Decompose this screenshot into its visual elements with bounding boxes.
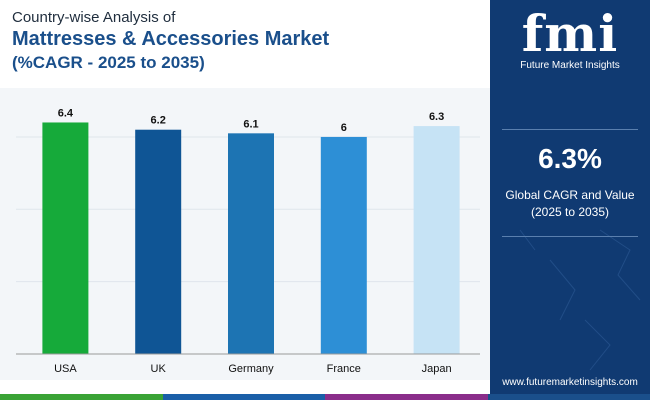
global-cagr-value: 6.3% bbox=[538, 143, 602, 174]
bar-germany bbox=[228, 133, 274, 354]
bar-usa bbox=[42, 122, 89, 355]
global-cagr-label: Global CAGR and Value (2025 to 2035) bbox=[490, 187, 650, 221]
value-label: 6.3 bbox=[429, 111, 444, 123]
sidebar: fmi Future Market Insights 6.3% Global C… bbox=[490, 0, 650, 394]
cagr-label-line1: Global CAGR and Value bbox=[505, 188, 635, 202]
strip-segment bbox=[162, 394, 325, 400]
chart-subtitle: (%CAGR - 2025 to 2035) bbox=[12, 53, 205, 72]
value-label: 6 bbox=[341, 122, 347, 134]
value-label: 6.2 bbox=[151, 115, 166, 127]
strip-segment bbox=[487, 394, 650, 400]
bar-chart: 6.4 USA 6.2 UK 6.1 Germany 6 France 6.3 Japan bbox=[16, 107, 480, 375]
bottom-color-strip bbox=[0, 394, 650, 400]
category-label: Japan bbox=[422, 363, 452, 375]
category-label: France bbox=[327, 363, 361, 375]
bar-japan bbox=[413, 126, 460, 355]
logo-text: Future Market Insights bbox=[520, 60, 620, 71]
chart-panel: Country-wise Analysis of Mattresses & Ac… bbox=[0, 9, 490, 380]
category-label: UK bbox=[151, 363, 167, 375]
strip-segment bbox=[325, 394, 488, 400]
fmi-logo: fmi Future Market Insights bbox=[490, 4, 650, 72]
bar-france bbox=[320, 136, 367, 354]
bar-uk bbox=[135, 129, 182, 354]
chart-title-line1: Country-wise Analysis of bbox=[12, 9, 176, 26]
logo-mark: fmi bbox=[521, 4, 619, 63]
value-label: 6.1 bbox=[243, 118, 258, 130]
divider-bottom bbox=[502, 236, 638, 237]
divider-top bbox=[502, 129, 638, 130]
category-label: USA bbox=[54, 363, 77, 375]
chart-title: Mattresses & Accessories Market bbox=[12, 28, 330, 50]
category-label: Germany bbox=[228, 363, 274, 375]
strip-segment bbox=[0, 394, 163, 400]
value-label: 6.4 bbox=[58, 107, 74, 119]
cagr-label-line2: (2025 to 2035) bbox=[530, 205, 610, 219]
website-url[interactable]: www.futuremarketinsights.com bbox=[502, 377, 638, 388]
sidebar-pattern bbox=[519, 229, 641, 371]
